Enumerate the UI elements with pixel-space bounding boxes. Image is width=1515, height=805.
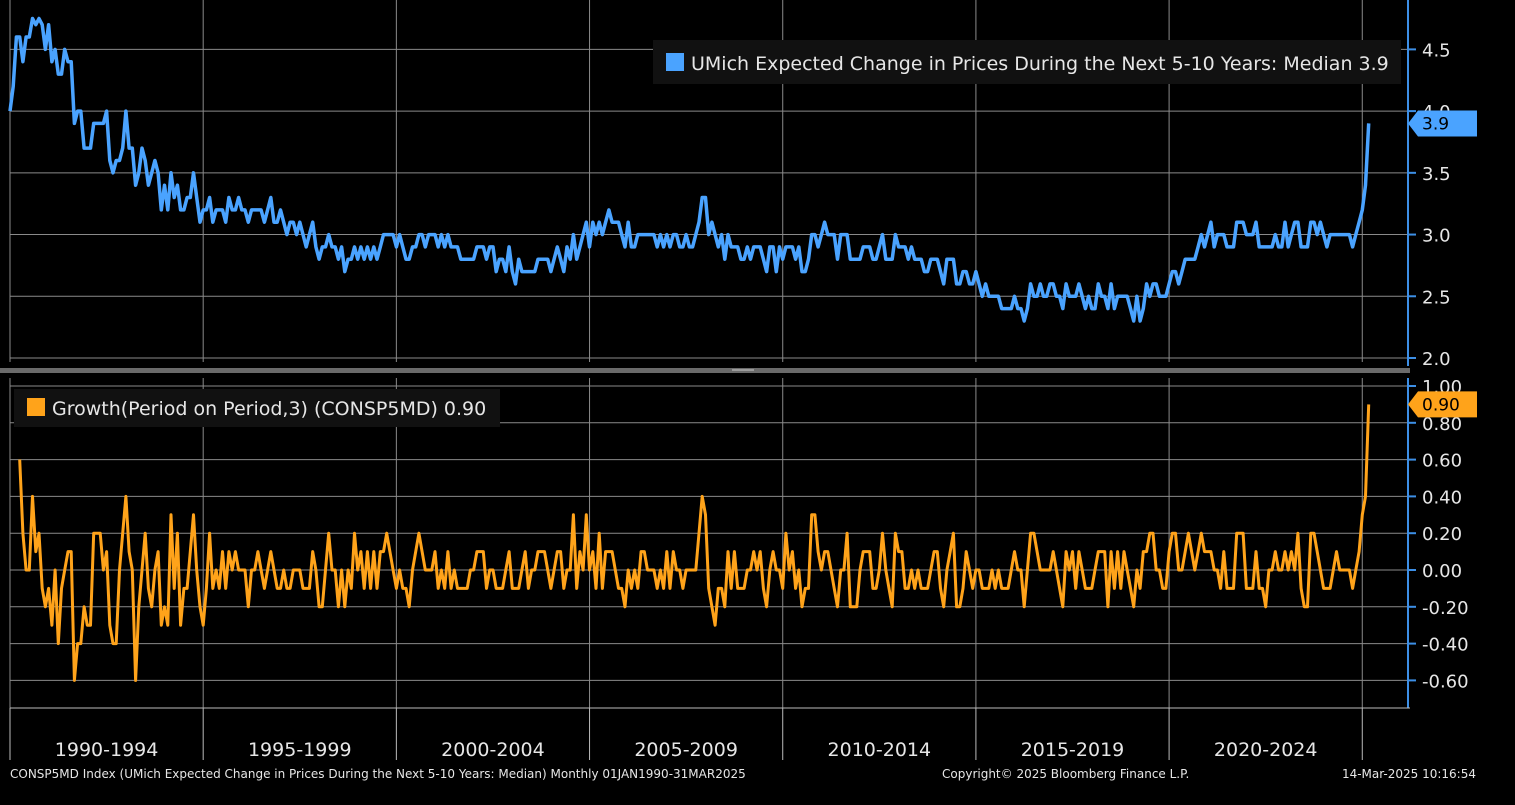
x-axis-label: 2005-2009: [634, 739, 738, 761]
footer-timestamp: 14-Mar-2025 10:16:54: [1342, 767, 1476, 781]
bottom-ytick-label: 0.60: [1422, 451, 1462, 472]
top-legend-text: UMich Expected Change in Prices During t…: [691, 53, 1389, 75]
footer-description: CONSP5MD Index (UMich Expected Change in…: [10, 767, 746, 781]
bottom-ytick-label: -0.20: [1422, 598, 1469, 619]
x-axis: 1990-1994 1995-1999 2000-2004 2005-2009 2010…: [9, 707, 1410, 761]
x-axis-label: 1990-1994: [55, 739, 159, 761]
bottom-legend-swatch: [27, 398, 45, 416]
x-axis-label: 2020-2024: [1214, 739, 1318, 761]
bottom-ytick-label: 0.40: [1422, 487, 1462, 508]
top-ytick-label: 3.5: [1422, 164, 1451, 185]
x-axis-label: 2000-2004: [441, 739, 545, 761]
bottom-ytick-label: 0.20: [1422, 524, 1462, 545]
top-legend-box: [653, 40, 1401, 84]
x-axis-label: 2015-2019: [1021, 739, 1125, 761]
bottom-ytick-label: 0.00: [1422, 561, 1462, 582]
top-panel-series: [8, 16, 1371, 323]
bottom-last-value: 0.90: [1408, 391, 1477, 418]
panel-divider[interactable]: [0, 368, 1410, 373]
bottom-last-value-label: 0.90: [1422, 395, 1460, 415]
top-series-line: [8, 16, 1371, 323]
bottom-series-line: [18, 404, 1371, 682]
bottom-last-value-badge: [1408, 391, 1477, 418]
bottom-panel-series: [18, 404, 1371, 682]
bottom-ytick-label: -0.60: [1422, 671, 1469, 692]
x-axis-label: 1995-1999: [248, 739, 352, 761]
top-last-value-badge: [1408, 110, 1477, 137]
bottom-legend-text: Growth(Period on Period,3) (CONSP5MD) 0.…: [52, 398, 486, 420]
top-legend-swatch: [666, 53, 684, 71]
bottom-legend[interactable]: Growth(Period on Period,3) (CONSP5MD) 0.…: [14, 389, 500, 427]
top-legend[interactable]: UMich Expected Change in Prices During t…: [653, 40, 1401, 84]
top-ytick-label: 4.5: [1422, 40, 1451, 61]
top-ytick-label: 2.5: [1422, 287, 1451, 308]
footer-copyright: Copyright© 2025 Bloomberg Finance L.P.: [942, 767, 1189, 781]
top-ytick-label: 3.0: [1422, 226, 1451, 247]
x-axis-label: 2010-2014: [828, 739, 932, 761]
top-last-value-label: 3.9: [1422, 114, 1449, 134]
top-ytick-label: 2.0: [1422, 349, 1451, 370]
top-last-value: 3.9: [1408, 110, 1477, 137]
bottom-ytick-label: -0.40: [1422, 635, 1469, 656]
bottom-legend-box: [14, 389, 500, 427]
bottom-ytick-label: 0.80: [1422, 414, 1462, 435]
